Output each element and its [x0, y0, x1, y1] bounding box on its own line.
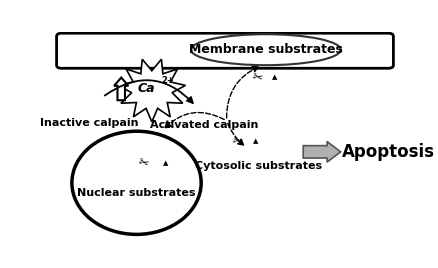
- Text: Apoptosis: Apoptosis: [342, 143, 434, 161]
- Text: ▲: ▲: [252, 139, 258, 144]
- Text: 2+: 2+: [161, 76, 173, 85]
- Text: Cytosolic substrates: Cytosolic substrates: [195, 161, 322, 171]
- FancyArrow shape: [303, 142, 340, 162]
- Text: Activated calpain: Activated calpain: [150, 120, 258, 130]
- Ellipse shape: [72, 131, 201, 234]
- Ellipse shape: [191, 34, 340, 65]
- Polygon shape: [118, 59, 185, 122]
- Text: ✂: ✂: [250, 70, 264, 85]
- FancyArrow shape: [114, 77, 128, 100]
- FancyBboxPatch shape: [57, 33, 392, 68]
- Text: Membrane substrates: Membrane substrates: [188, 43, 342, 56]
- Text: Nuclear substrates: Nuclear substrates: [77, 188, 195, 198]
- Text: ▲: ▲: [162, 160, 168, 166]
- Text: ▲: ▲: [271, 75, 276, 81]
- Text: Ca: Ca: [138, 82, 155, 95]
- Text: ✂: ✂: [230, 134, 243, 149]
- Text: Inactive calpain: Inactive calpain: [39, 118, 138, 128]
- Text: ✂: ✂: [136, 155, 150, 171]
